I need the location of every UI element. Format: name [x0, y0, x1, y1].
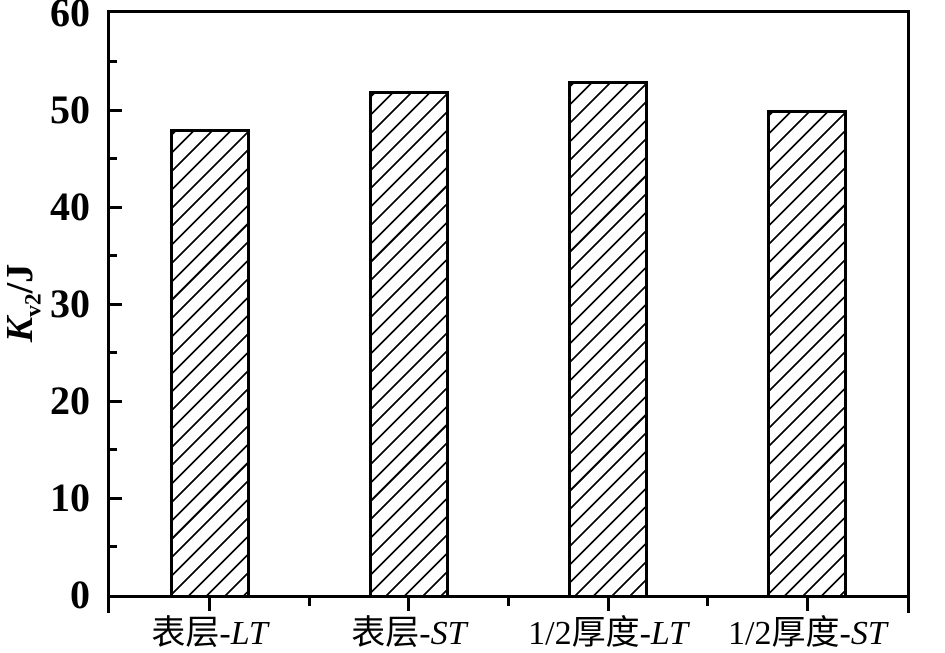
y-tick-label: 20	[50, 378, 90, 423]
x-tick-label: 1/2厚度-ST	[728, 615, 887, 652]
bar	[169, 129, 250, 595]
x-major-tick	[208, 597, 212, 611]
x-corner-tick	[107, 597, 110, 613]
y-major-tick	[110, 302, 122, 306]
y-major-tick	[110, 496, 122, 500]
x-tick-label: 1/2厚度-LT	[528, 615, 689, 652]
y-minor-tick	[110, 448, 117, 451]
y-minor-tick	[110, 545, 117, 548]
bar	[767, 110, 848, 595]
bar	[368, 90, 449, 595]
y-minor-tick	[110, 157, 117, 160]
x-major-tick	[805, 597, 809, 611]
y-tick-label: 10	[50, 475, 90, 520]
y-minor-tick	[110, 351, 117, 354]
x-corner-tick	[907, 597, 910, 613]
y-tick-label: 50	[50, 87, 90, 132]
y-major-tick	[110, 399, 122, 403]
x-minor-tick	[706, 597, 710, 606]
y-major-tick	[110, 108, 122, 112]
x-minor-tick	[507, 597, 510, 606]
x-tick-label: 表层-LT	[151, 615, 268, 652]
x-tick-label: 表层-ST	[351, 615, 467, 652]
y-tick-label: 0	[70, 572, 90, 617]
y-tick-label: 40	[50, 184, 90, 229]
y-tick-label: 60	[50, 0, 90, 35]
x-major-tick	[606, 597, 610, 611]
bar	[568, 80, 649, 595]
x-major-tick	[407, 597, 411, 611]
plot-frame	[107, 10, 910, 598]
y-tick-label: 30	[50, 281, 90, 326]
y-major-tick	[110, 205, 122, 209]
y-minor-tick	[110, 60, 117, 63]
x-minor-tick	[307, 597, 311, 606]
y-minor-tick	[110, 254, 117, 257]
